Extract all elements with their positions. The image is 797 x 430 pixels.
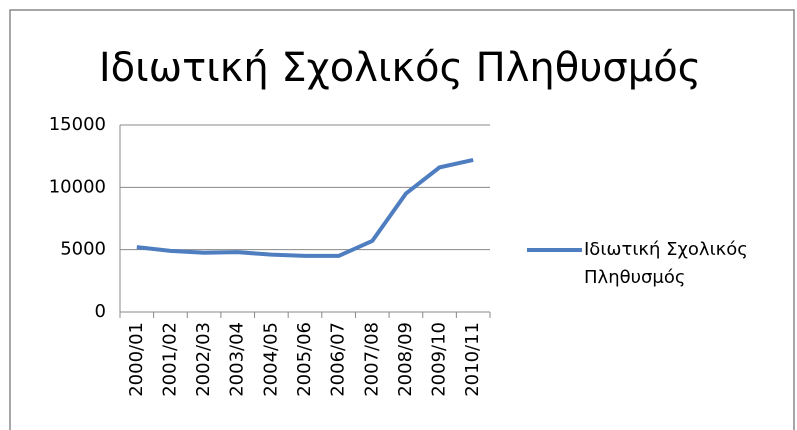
x-tick-label: 2007/08 [361, 322, 382, 397]
chart-border [9, 9, 795, 430]
x-tick-label: 2005/06 [294, 322, 315, 397]
x-tick-label: 2000/01 [126, 322, 147, 397]
x-tick-label: 2004/05 [260, 322, 281, 397]
x-tick-label: 2008/09 [395, 322, 416, 397]
x-tick-label: 2003/04 [227, 322, 248, 397]
chart-title: Ιδιωτική Σχολικός Πληθυσμός [99, 45, 701, 91]
y-tick-label: 5000 [60, 239, 106, 260]
legend-label: Ιδιωτική Σχολικός Πληθυσμός [584, 239, 748, 288]
x-tick-label: 2002/03 [193, 322, 214, 397]
y-tick-label: 15000 [49, 114, 106, 135]
x-tick-label: 2010/11 [462, 322, 483, 397]
series-line [136, 157, 474, 258]
y-tick-label: 10000 [49, 176, 106, 197]
x-tick-label: 2009/10 [429, 322, 450, 397]
y-tick-label: 0 [95, 301, 106, 322]
x-tick-label: 2006/07 [328, 322, 349, 397]
x-tick-label: 2001/02 [159, 322, 180, 397]
